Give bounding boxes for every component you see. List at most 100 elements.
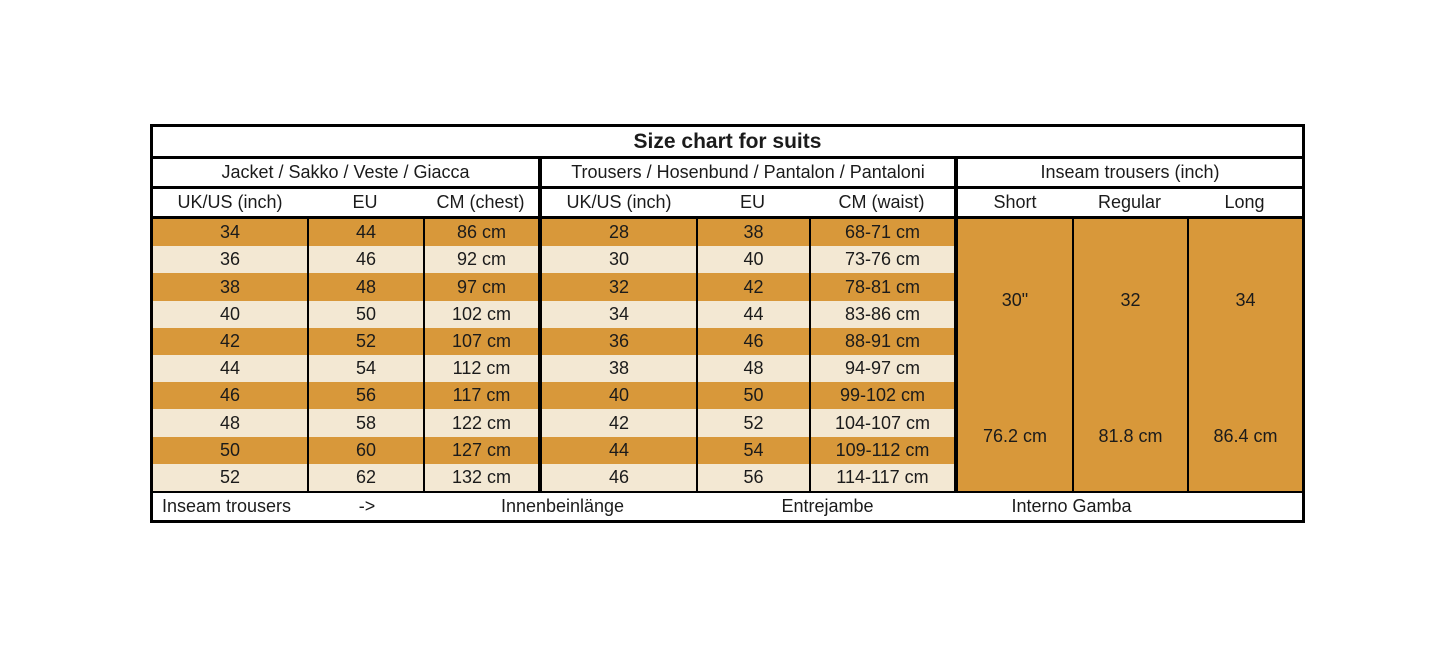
size-cell: 83-86 cm (809, 300, 954, 328)
inseam-short-inches: 30" (1001, 290, 1029, 311)
size-cell: 44 (608, 439, 630, 460)
footer-label-english: Inseam trousers (162, 496, 292, 516)
footer-arrow: -> (358, 496, 376, 516)
size-cell: 73-76 cm (809, 246, 954, 274)
table-row: 34 44 83-86 cm (542, 300, 954, 328)
size-cell: 46 (608, 466, 630, 487)
size-cell: 30 (608, 249, 630, 270)
size-cell: 50 (696, 382, 809, 410)
trousers-column-headers: UK/US (inch) EU CM (waist) (538, 189, 954, 216)
inseam-column-regular: 32 81.8 cm (1072, 219, 1187, 491)
inseam-long-inches: 34 (1235, 290, 1256, 311)
size-cell: 36 (608, 330, 630, 351)
footer-label-german: Innenbeinlänge (500, 496, 625, 516)
size-cell: 32 (608, 276, 630, 297)
inseam-column-short: 30" 76.2 cm (958, 219, 1072, 491)
column-header-inseam-regular: Regular (1097, 192, 1162, 212)
column-header-jacket-eu: EU (352, 192, 378, 212)
trousers-section-header: Trousers / Hosenbund / Pantalon / Pantal… (538, 159, 954, 186)
size-cell: 52 (307, 327, 423, 356)
footer-row: Inseam trousers -> Innenbeinlänge Entrej… (153, 491, 1302, 520)
size-cell: 88-91 cm (809, 327, 954, 356)
footer-label-french: Entrejambe (781, 496, 874, 516)
size-cell: 44 (307, 219, 423, 247)
table-row: 36 46 88-91 cm (542, 327, 954, 356)
size-cell: 97 cm (423, 273, 538, 301)
size-cell: 112 cm (423, 355, 538, 383)
size-cell: 52 (696, 409, 809, 437)
table-row: 48 58 122 cm (153, 409, 538, 437)
column-header-jacket-ukus: UK/US (inch) (177, 192, 283, 212)
inseam-column-long: 34 86.4 cm (1187, 219, 1302, 491)
size-cell: 54 (307, 355, 423, 383)
size-cell: 40 (696, 246, 809, 274)
table-row: 30 40 73-76 cm (542, 246, 954, 274)
size-cell: 104-107 cm (809, 409, 954, 437)
inseam-regular-inches: 32 (1120, 290, 1141, 311)
inseam-columns: 30" 76.2 cm 32 81.8 cm 34 86.4 cm (954, 219, 1302, 491)
size-cell: 132 cm (423, 463, 538, 492)
size-cell: 78-81 cm (809, 273, 954, 301)
size-cell: 46 (307, 246, 423, 274)
table-row: 32 42 78-81 cm (542, 273, 954, 301)
size-cell: 36 (219, 249, 241, 270)
column-header-row: UK/US (inch) EU CM (chest) UK/US (inch) … (153, 189, 1302, 219)
inseam-regular-cm: 81.8 cm (1098, 426, 1163, 447)
size-cell: 48 (307, 273, 423, 301)
section-header-row: Jacket / Sakko / Veste / Giacca Trousers… (153, 159, 1302, 189)
table-row: 42 52 104-107 cm (542, 409, 954, 437)
size-cell: 127 cm (423, 436, 538, 464)
size-cell: 54 (696, 436, 809, 464)
table-row: 28 38 68-71 cm (542, 219, 954, 247)
size-cell: 34 (219, 222, 241, 243)
size-cell: 56 (696, 463, 809, 492)
size-cell: 62 (307, 463, 423, 492)
size-cell: 107 cm (423, 327, 538, 356)
column-header-trousers-cm: CM (waist) (838, 192, 925, 212)
size-chart-table: Size chart for suits Jacket / Sakko / Ve… (150, 124, 1305, 523)
size-cell: 44 (219, 358, 241, 379)
size-cell: 52 (219, 466, 241, 487)
size-cell: 99-102 cm (809, 382, 954, 410)
size-cell: 109-112 cm (809, 436, 954, 464)
table-row: 40 50 99-102 cm (542, 382, 954, 410)
table-row: 38 48 94-97 cm (542, 355, 954, 383)
table-row: 42 52 107 cm (153, 327, 538, 356)
size-cell: 94-97 cm (809, 355, 954, 383)
size-cell: 58 (307, 409, 423, 437)
table-row: 52 62 132 cm (153, 463, 538, 492)
size-cell: 38 (696, 219, 809, 247)
size-cell: 50 (219, 439, 241, 460)
column-header-inseam-short: Short (993, 192, 1037, 212)
size-cell: 34 (608, 303, 630, 324)
size-cell: 28 (608, 222, 630, 243)
size-cell: 48 (219, 412, 241, 433)
size-cell: 42 (219, 330, 241, 351)
column-header-inseam-long: Long (1224, 192, 1265, 212)
size-cell: 38 (219, 276, 241, 297)
size-cell: 68-71 cm (809, 219, 954, 247)
size-cell: 44 (696, 300, 809, 328)
jacket-section-header: Jacket / Sakko / Veste / Giacca (221, 162, 470, 182)
table-row: 38 48 97 cm (153, 273, 538, 301)
size-cell: 48 (696, 355, 809, 383)
jacket-rows: 34 44 86 cm 36 46 92 cm 38 48 97 cm 40 50 102 cm 42 5… (153, 219, 538, 492)
table-row: 50 60 127 cm (153, 436, 538, 464)
inseam-long-cm: 86.4 cm (1213, 426, 1278, 447)
size-cell: 50 (307, 300, 423, 328)
table-title-row: Size chart for suits (153, 127, 1302, 159)
size-cell: 122 cm (423, 409, 538, 437)
size-cell: 38 (608, 358, 630, 379)
table-body: 34 44 86 cm 36 46 92 cm 38 48 97 cm 40 50 102 cm 42 5… (153, 219, 1302, 492)
inseam-column-headers: Short Regular Long (954, 189, 1302, 216)
inseam-section-header: Inseam trousers (inch) (954, 159, 1302, 186)
size-cell: 56 (307, 382, 423, 410)
table-row: 36 46 92 cm (153, 246, 538, 274)
column-header-trousers-eu: EU (739, 192, 765, 212)
size-cell: 92 cm (423, 246, 538, 274)
size-cell: 40 (219, 303, 241, 324)
size-cell: 114-117 cm (809, 463, 954, 492)
size-cell: 42 (696, 273, 809, 301)
table-row: 34 44 86 cm (153, 219, 538, 247)
